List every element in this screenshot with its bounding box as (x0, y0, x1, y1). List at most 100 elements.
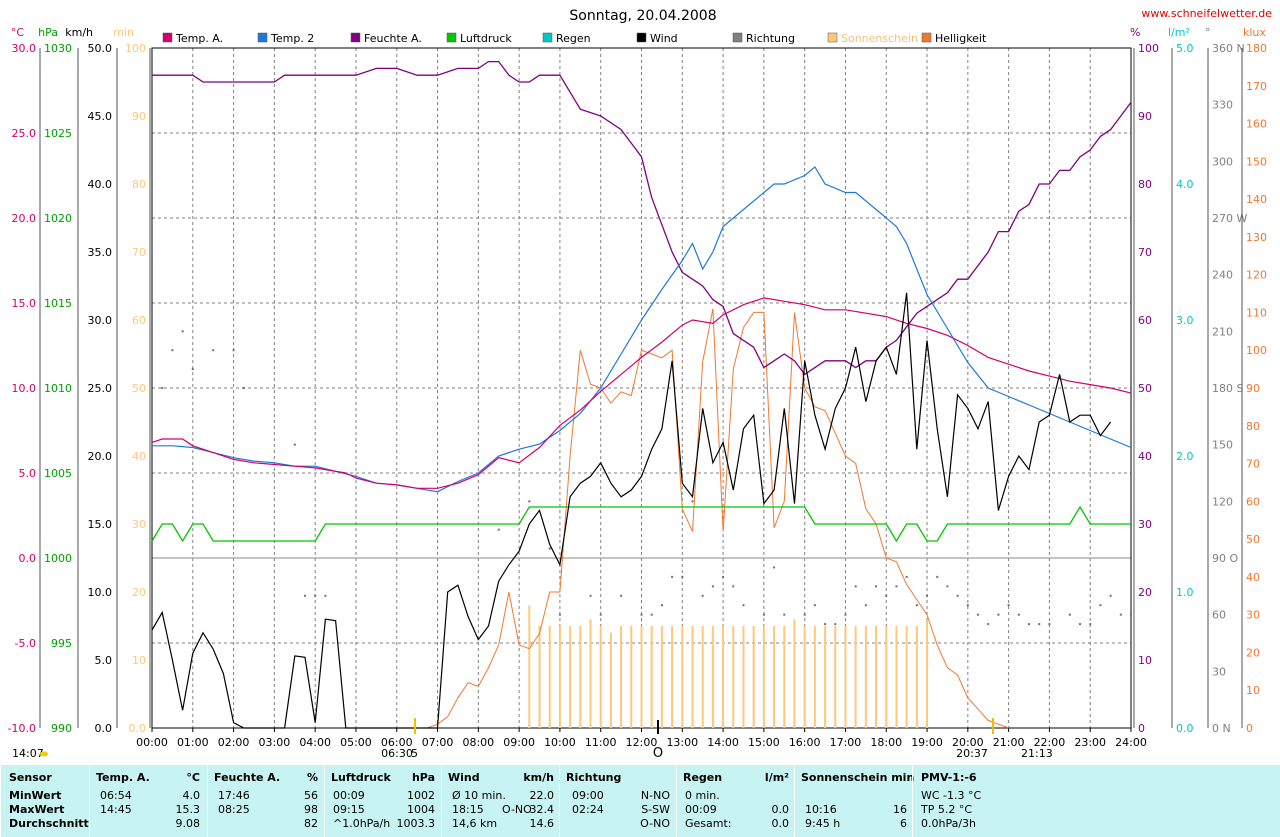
stats-value: 1002 (407, 789, 435, 802)
temp-tick-4: 10.0 (12, 382, 37, 395)
stats-header: Feuchte A. (214, 771, 281, 784)
legend-label-2: Feuchte A. (364, 32, 422, 45)
direction-point (681, 575, 684, 578)
direction-point (599, 613, 602, 616)
legend-swatch-4 (542, 32, 553, 43)
legend-label-4: Regen (556, 32, 591, 45)
stats-time: 09:15 (333, 803, 365, 816)
stats-row-label: MaxWert (9, 803, 65, 816)
x-tick-1: 01:00 (177, 736, 209, 749)
legend-label-1: Temp. 2 (270, 32, 314, 45)
temp-tick-5: 5.0 (19, 467, 37, 480)
stats-time: 06:54 (100, 789, 132, 802)
direction-point (589, 594, 592, 597)
wind-tick-0: 50.0 (88, 42, 113, 55)
direction-point (1089, 623, 1092, 626)
wind-tick-6: 20.0 (88, 450, 113, 463)
x-tick-16: 16:00 (789, 736, 821, 749)
legend-label-8: Helligkeit (935, 32, 987, 45)
direction-tick-0: 360 N (1212, 42, 1245, 55)
wind-line (151, 292, 1112, 729)
stats-unit: % (306, 771, 318, 784)
direction-point (864, 604, 867, 607)
stats-col-rain: Regen l/m² 0 min. 00:09 0.0 Gesamt: 0.0 (676, 765, 795, 837)
rain-tick-5: 0.0 (1176, 722, 1194, 735)
direction-point (1007, 604, 1010, 607)
chart-legend: Temp. A. Temp. 2 Feuchte A. Luftdruck Regen W… (162, 32, 987, 45)
x-tick-2: 02:00 (218, 736, 250, 749)
pressure-tick-8: 990 (51, 722, 72, 735)
humidity-tick-7: 30 (1138, 518, 1152, 531)
legend-swatch-3 (446, 32, 457, 43)
sunshine-tick-0: 100 (125, 42, 146, 55)
stats-header: Sonnenschein min (801, 771, 915, 784)
stats-value: 0.0hPa/3h (921, 817, 977, 830)
humidity-tick-1: 90 (1138, 110, 1152, 123)
chart-axes: 30.025.020.015.010.05.00.0-5.0-10.0°C103… (8, 26, 1267, 749)
direction-point (191, 368, 194, 371)
stats-time: 08:25 (218, 803, 250, 816)
x-tick-18: 18:00 (870, 736, 902, 749)
wind-tick-3: 35.0 (88, 246, 113, 259)
direction-point (701, 594, 704, 597)
x-tick-6: 06:00 (381, 736, 413, 749)
direction-tick-11: 30 (1212, 665, 1226, 678)
direction-point (966, 604, 969, 607)
stats-time: 0 min. (685, 789, 720, 802)
x-tick-23: 23:00 (1074, 736, 1106, 749)
stats-row-label: Durchschnitt (9, 817, 89, 830)
direction-point (997, 613, 1000, 616)
rain-tick-3: 2.0 (1176, 450, 1194, 463)
direction-point (171, 349, 174, 352)
direction-point (181, 330, 184, 333)
sunshine-tick-2: 80 (132, 178, 146, 191)
direction-point (1119, 613, 1122, 616)
direction-tick-7: 150 (1212, 439, 1233, 452)
humidity-tick-4: 60 (1138, 314, 1152, 327)
stats-header: Wind (448, 771, 480, 784)
direction-point (242, 387, 245, 389)
chart-title: Sonntag, 20.04.2008 (569, 8, 716, 24)
direction-point (671, 575, 674, 578)
legend-swatch-8 (921, 32, 932, 43)
wind-tick-10: 0.0 (95, 722, 113, 735)
rain-tick-2: 3.0 (1176, 314, 1194, 327)
stats-time: 18:15 (452, 803, 484, 816)
brightness-tick-17: 10 (1246, 684, 1260, 697)
direction-point (1130, 613, 1132, 616)
wind-tick-2: 40.0 (88, 178, 113, 191)
stats-value: 0.0 (771, 817, 790, 830)
direction-point (1068, 613, 1071, 616)
direction-point (314, 594, 317, 597)
x-tick-9: 09:00 (503, 736, 535, 749)
legend-swatch-7 (827, 32, 838, 43)
chart-markers: 06:305 O 20:37 21:13 14:07 (12, 718, 1053, 761)
humidity-tick-0: 100 (1138, 42, 1159, 55)
stats-value: 0.0 (771, 803, 790, 816)
brightness-tick-9: 90 (1246, 382, 1260, 395)
stats-value: TP 5.2 °C (921, 803, 973, 816)
humidity-unit: % (1130, 26, 1140, 39)
stats-header: Richtung (566, 771, 622, 784)
x-tick-4: 04:00 (299, 736, 331, 749)
stats-row-label: MinWert (9, 789, 62, 802)
stats-value: 4.0 (182, 789, 201, 802)
sunset-extra: 21:13 (1021, 747, 1053, 760)
stats-col-humidity: Feuchte A.% 17:46 56 08:25 98 82 (207, 765, 325, 837)
stats-time: 14,6 km (452, 817, 498, 830)
humidity-line (152, 60, 1132, 376)
direction-tick-12: 0 N (1212, 722, 1231, 735)
stats-value: 9.08 (175, 817, 201, 830)
humidity-tick-6: 40 (1138, 450, 1152, 463)
humidity-tick-8: 20 (1138, 586, 1152, 599)
website-link[interactable]: www.schneifelwetter.de (1141, 7, 1272, 20)
stats-time: 14:45 (100, 803, 132, 816)
left-time: 14:07 (12, 747, 44, 760)
x-tick-7: 07:00 (422, 736, 454, 749)
stats-col-sensor: Sensor MinWert MaxWert Durchschnitt (0, 765, 90, 837)
pressure-tick-6: 1000 (44, 552, 72, 565)
sunshine-tick-3: 70 (132, 246, 146, 259)
pressure-tick-7: 995 (51, 637, 72, 650)
brightness-tick-3: 150 (1246, 155, 1267, 168)
direction-point (303, 594, 306, 597)
